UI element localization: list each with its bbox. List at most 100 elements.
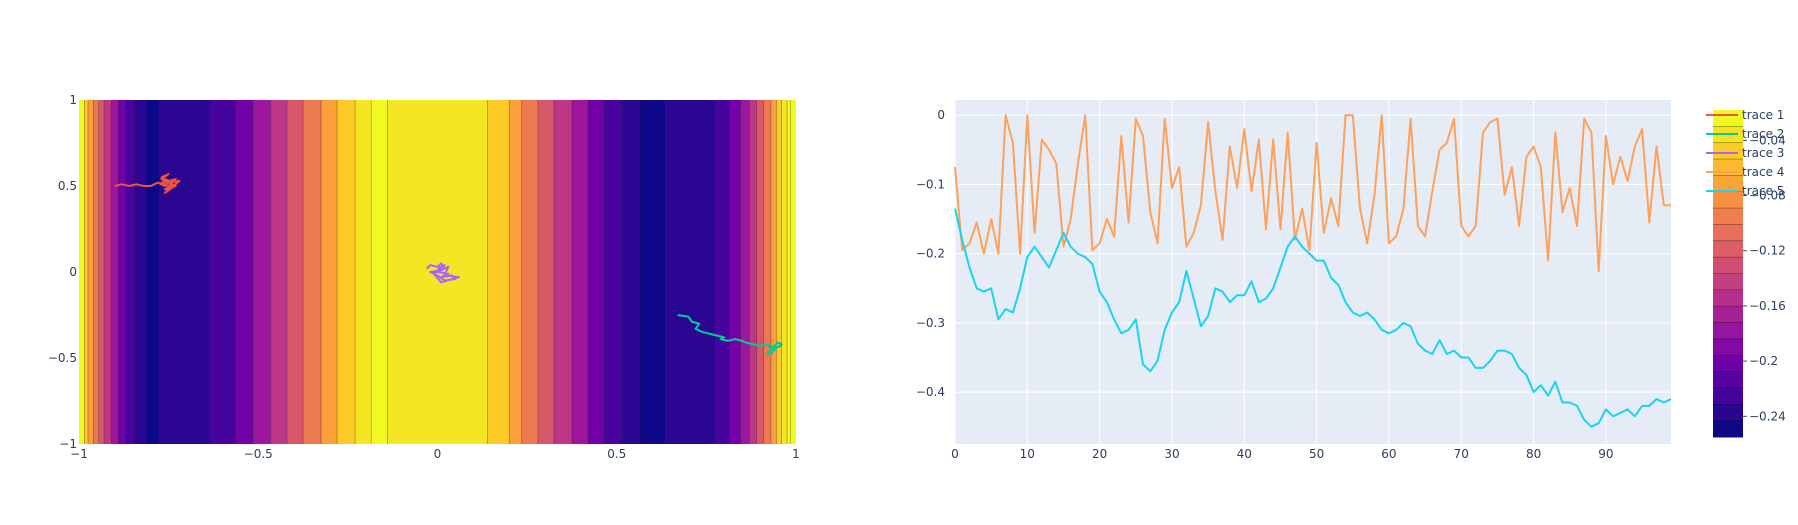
colorbar-segment xyxy=(1713,208,1743,225)
line-x-tick-label: 60 xyxy=(1381,447,1396,461)
contour-band xyxy=(787,100,791,444)
legend: trace 1 trace 2 trace 3 trace 4 trace 5 xyxy=(1706,108,1784,198)
line-y-axis: 0 −0.1 −0.2 −0.3 −0.4 xyxy=(916,108,945,399)
legend-label[interactable]: trace 3 xyxy=(1742,146,1784,160)
colorbar-segment xyxy=(1713,322,1743,340)
colorbar-segment xyxy=(1713,420,1743,438)
line-y-tick-label: 0 xyxy=(937,108,945,122)
contour-band xyxy=(509,100,522,444)
legend-label[interactable]: trace 5 xyxy=(1742,184,1784,198)
contour-band xyxy=(252,100,271,444)
line-x-tick-label: 70 xyxy=(1454,447,1469,461)
contour-x-tick-label: 0 xyxy=(434,447,442,461)
contour-band xyxy=(715,100,730,444)
colorbar-segment xyxy=(1713,257,1743,274)
contour-band xyxy=(320,100,338,444)
contour-y-axis: 1 0.5 0 −0.5 −1 xyxy=(48,93,77,451)
contour-band xyxy=(665,100,716,444)
contour-band xyxy=(763,100,771,444)
line-series xyxy=(954,114,1672,428)
contour-band xyxy=(303,100,321,444)
contour-band xyxy=(145,100,160,444)
contour-band xyxy=(93,100,99,444)
contour-band xyxy=(337,100,356,444)
contour-band xyxy=(729,100,741,444)
contour-panel: −1 −0.5 0 0.5 1 1 0.5 0 −0.5 −1 xyxy=(48,93,800,461)
colorbar-segment xyxy=(1713,191,1743,209)
contour-band xyxy=(622,100,641,444)
line-panel: 0 10 20 30 40 50 60 70 80 90 0 −0.1 −0.2 −0.3 −0.4 xyxy=(916,100,1672,461)
colorbar-segment xyxy=(1713,110,1743,127)
legend-label[interactable]: trace 4 xyxy=(1742,165,1784,179)
legend-label[interactable]: trace 2 xyxy=(1742,127,1784,141)
contour-band xyxy=(159,100,210,444)
contour-traces xyxy=(114,173,783,356)
contour-band xyxy=(209,100,235,444)
line-x-tick-label: 40 xyxy=(1237,447,1252,461)
colorbar-segment xyxy=(1713,142,1743,160)
line-x-tick-label: 30 xyxy=(1164,447,1179,461)
contour-band xyxy=(588,100,605,444)
contour-band xyxy=(111,100,119,444)
contour-band xyxy=(371,100,388,444)
contour-band xyxy=(270,100,287,444)
colorbar-tick-label: −0.2 xyxy=(1749,354,1778,368)
colorbar-tick-label: −0.08 xyxy=(1749,189,1786,203)
contour-band xyxy=(521,100,538,444)
legend-label[interactable]: trace 1 xyxy=(1742,108,1784,122)
colorbar-segment xyxy=(1713,240,1743,258)
contour-band xyxy=(98,100,105,444)
colorbar-segment xyxy=(1713,159,1743,176)
colorbar-segment xyxy=(1713,289,1743,307)
line-y-tick-label: −0.1 xyxy=(916,177,945,191)
contour-band xyxy=(770,100,777,444)
contour-band xyxy=(87,100,94,444)
contour-band xyxy=(776,100,782,444)
contour-y-tick-label: 0.5 xyxy=(58,179,77,193)
contour-band xyxy=(125,100,135,444)
colorbar-tick-label: −0.04 xyxy=(1749,133,1786,147)
contour-trace-trace-3 xyxy=(426,262,460,284)
line-x-tick-label: 20 xyxy=(1092,447,1107,461)
colorbar-tick-label: −0.16 xyxy=(1749,299,1786,313)
contour-band xyxy=(104,100,112,444)
contour-band xyxy=(740,100,750,444)
line-x-tick-label: 10 xyxy=(1020,447,1035,461)
colorbar-segment xyxy=(1713,224,1743,242)
contour-band xyxy=(84,100,88,444)
contour-band xyxy=(79,100,85,444)
contour-x-tick-label: −0.5 xyxy=(244,447,273,461)
line-y-tick-label: −0.4 xyxy=(916,385,945,399)
colorbar-segment xyxy=(1713,404,1743,422)
contour-band xyxy=(118,100,126,444)
contour-band xyxy=(537,100,555,444)
contour-y-tick-label: 1 xyxy=(69,93,77,107)
line-x-axis: 0 10 20 30 40 50 60 70 80 90 xyxy=(951,447,1613,461)
contour-x-tick-label: 1 xyxy=(792,447,800,461)
line-x-tick-label: 50 xyxy=(1309,447,1324,461)
contour-trace-trace-1 xyxy=(114,173,181,194)
colorbar-segment xyxy=(1713,306,1743,324)
colorbar-segment xyxy=(1713,355,1743,373)
line-y-tick-label: −0.3 xyxy=(916,316,945,330)
colorbar-segment xyxy=(1713,273,1743,291)
contour-x-tick-label: −1 xyxy=(70,447,88,461)
contour-band xyxy=(286,100,304,444)
contour-band xyxy=(749,100,757,444)
line-x-tick-label: 90 xyxy=(1598,447,1613,461)
colorbar-segment xyxy=(1713,175,1743,193)
colorbar-segment xyxy=(1713,387,1743,405)
line-y-tick-label: −0.2 xyxy=(916,247,945,261)
contour-band xyxy=(604,100,623,444)
contour-y-tick-label: 0 xyxy=(69,265,77,279)
contour-band xyxy=(487,100,510,444)
colorbar-tick-label: −0.12 xyxy=(1749,244,1786,258)
line-series-trace-4 xyxy=(954,114,1671,272)
line-series-trace-5 xyxy=(954,208,1672,428)
contour-band xyxy=(790,100,796,444)
contour-band xyxy=(640,100,666,444)
contour-trace-trace-2 xyxy=(677,314,783,356)
contour-band xyxy=(571,100,589,444)
contour-y-tick-label: −0.5 xyxy=(48,351,77,365)
